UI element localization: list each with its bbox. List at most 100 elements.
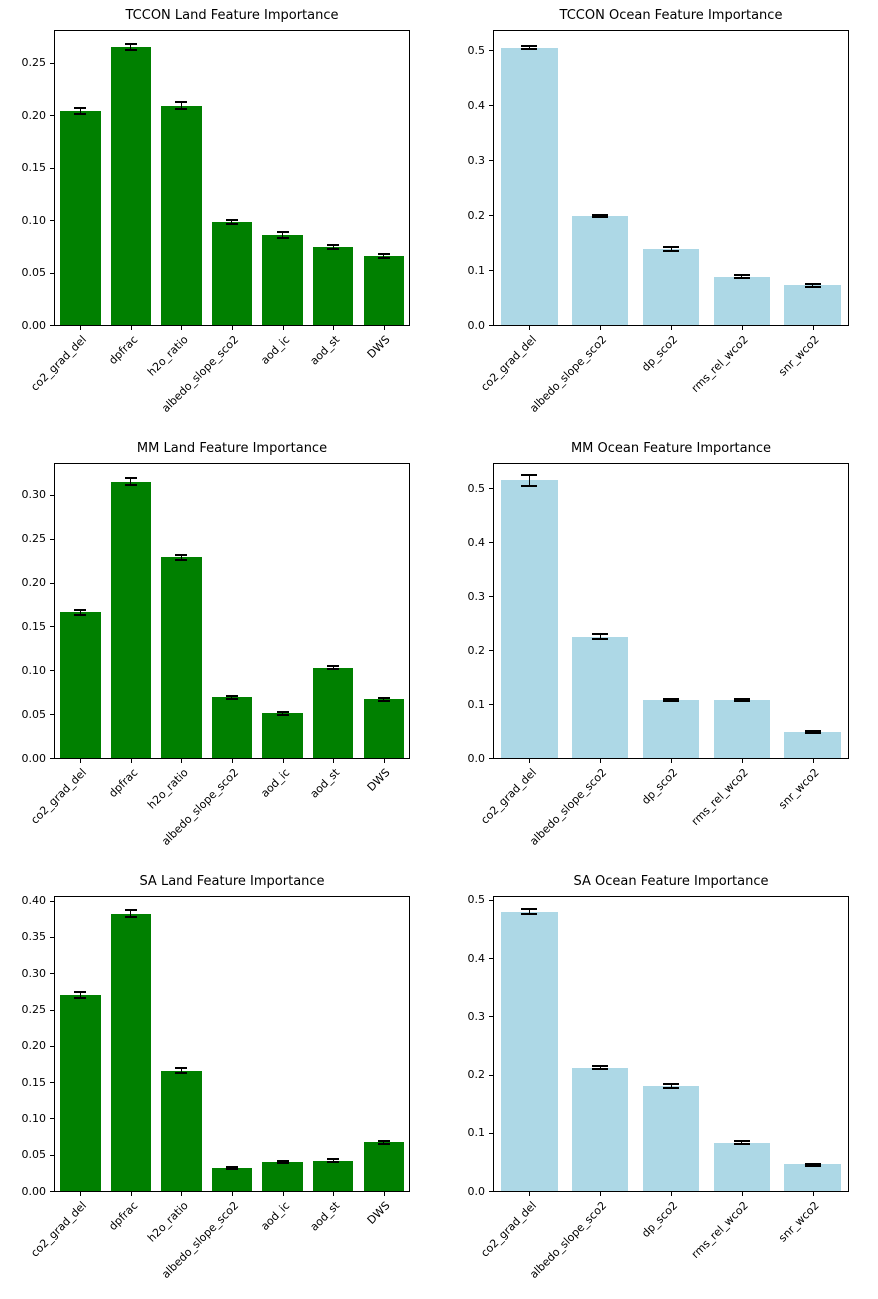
y-tick-label: 0.15 (21, 1075, 47, 1089)
x-tick (130, 759, 132, 763)
error-whisker (282, 232, 284, 237)
x-tick-label-text: co2_grad_del (477, 1199, 539, 1260)
y-tick-label: 0.2 (467, 643, 486, 657)
x-tick-label-text: aod_ic (257, 1199, 292, 1233)
bar (60, 110, 101, 325)
error-bar (663, 698, 679, 703)
y-tick-label: 0.3 (467, 1009, 486, 1023)
bar (784, 1164, 841, 1191)
bar (501, 911, 558, 1191)
y-tick (50, 1154, 54, 1156)
y-tick-label: 0.10 (21, 663, 47, 677)
y-tick (489, 215, 493, 217)
bar (262, 713, 303, 758)
x-tick-label-text: snr_wco2 (776, 333, 822, 379)
bar (312, 1160, 354, 1191)
error-whisker (130, 911, 132, 916)
chart-title: SA Ocean Feature Importance (573, 874, 769, 889)
y-tick (50, 626, 54, 628)
y-tick (50, 494, 54, 496)
error-bar (592, 214, 609, 219)
subplot-tccon-land: TCCON Land Feature Importance co2_grad_d… (0, 0, 439, 433)
x-tick (383, 759, 385, 763)
error-bar (733, 698, 750, 703)
x-tick (383, 326, 385, 330)
bar (571, 216, 629, 325)
x-tick (80, 1192, 82, 1196)
x-tick (232, 326, 233, 330)
error-whisker (599, 1066, 601, 1069)
subplot-sa-land: SA Land Feature Importance co2_grad_del d… (0, 866, 439, 1299)
error-whisker (130, 44, 132, 49)
error-bar (225, 1166, 238, 1171)
bar (501, 480, 558, 758)
bar (312, 667, 354, 758)
y-tick-label: 0.2 (467, 1068, 486, 1082)
x-tick (671, 326, 672, 330)
bar (363, 1142, 404, 1191)
y-tick (489, 899, 493, 901)
y-tick-label: 0.1 (467, 1126, 486, 1140)
bar (110, 913, 152, 1191)
error-bar (804, 729, 821, 735)
error-whisker (79, 610, 81, 614)
error-whisker (741, 1142, 743, 1144)
x-tick (282, 326, 284, 330)
x-tick-label-text: dp_sco2 (639, 766, 681, 808)
y-tick-label: 0.1 (467, 697, 486, 711)
y-tick-label: 0.4 (467, 951, 486, 965)
subplot-sa-ocean: SA Ocean Feature Importance co2_grad_del… (439, 866, 878, 1299)
error-bar (592, 1064, 609, 1071)
y-tick-label: 0.1 (467, 263, 486, 277)
bar (363, 255, 404, 325)
x-tick (671, 759, 672, 763)
y-tick-label: 0.2 (467, 208, 486, 222)
bar (161, 105, 202, 325)
x-tick (383, 1192, 385, 1196)
y-tick (50, 1009, 54, 1011)
x-tick (130, 326, 132, 330)
y-tick-label: 0.35 (21, 930, 47, 944)
error-bar (327, 244, 340, 251)
bar (642, 700, 700, 758)
error-whisker (383, 698, 385, 700)
y-tick (50, 1045, 54, 1047)
x-tick-label-text: DWS (365, 766, 393, 794)
y-tick-label: 0.0 (467, 1184, 486, 1198)
bar (161, 1070, 202, 1191)
chart-title: TCCON Land Feature Importance (125, 8, 339, 23)
error-bar (804, 283, 821, 288)
error-bar (175, 1066, 188, 1075)
bar (642, 1086, 700, 1191)
x-tick (741, 326, 743, 330)
error-bar (74, 608, 87, 616)
bar (501, 47, 558, 325)
x-tick-label-text: dpfrac (106, 333, 141, 368)
subplot-mm-ocean: MM Ocean Feature Importance co2_grad_del… (439, 433, 878, 866)
bar (363, 699, 404, 758)
y-tick-label: 0.3 (467, 153, 486, 167)
x-tick-label-text: rms_rel_wco2 (689, 333, 751, 395)
y-tick (489, 596, 493, 598)
plot-area (493, 30, 849, 326)
error-bar (225, 694, 238, 701)
y-tick-label: 0.05 (21, 266, 47, 279)
x-tick-label-text: dpfrac (106, 1199, 141, 1234)
y-tick-label: 0.05 (21, 707, 47, 721)
error-whisker (79, 992, 81, 998)
error-whisker (383, 254, 385, 257)
y-tick-label: 0.05 (21, 1148, 47, 1162)
x-tick-label-text: albedo_slope_sco2 (527, 1199, 610, 1282)
y-tick-label: 0.20 (21, 576, 47, 589)
bar (262, 1162, 303, 1191)
error-bar (175, 101, 188, 110)
y-tick-label: 0.30 (21, 966, 47, 980)
x-tick (812, 326, 814, 330)
x-tick-label-text: rms_rel_wco2 (689, 1199, 751, 1261)
x-tick-label-text: aod_st (307, 1199, 343, 1234)
x-tick (741, 1192, 743, 1196)
x-tick (671, 1192, 672, 1196)
plot-area (54, 30, 410, 326)
y-tick (489, 488, 493, 490)
x-tick (529, 326, 531, 330)
